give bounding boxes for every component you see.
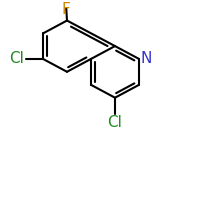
Text: N: N bbox=[141, 51, 152, 66]
Text: F: F bbox=[62, 2, 70, 17]
Text: Cl: Cl bbox=[108, 115, 122, 130]
Text: Cl: Cl bbox=[9, 51, 24, 66]
